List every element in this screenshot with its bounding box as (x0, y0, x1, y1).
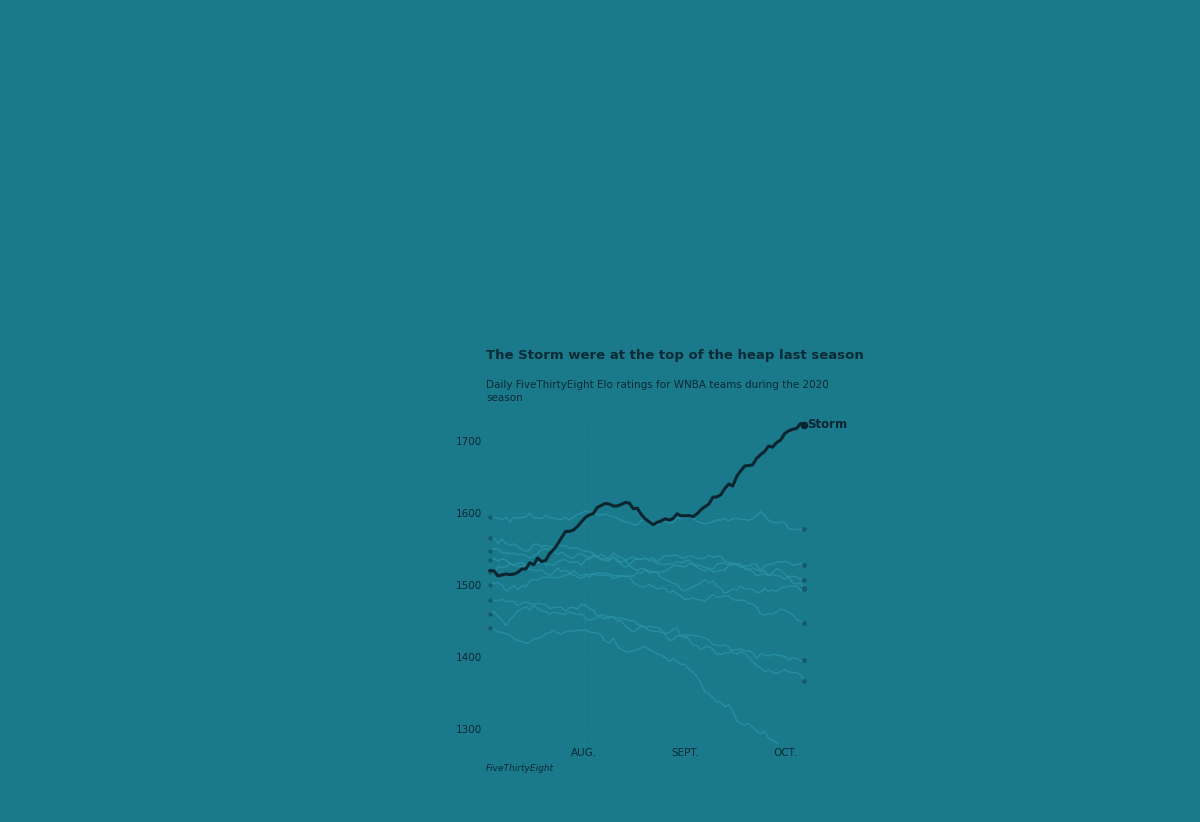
Point (480, 532, 499, 545)
Point (794, 759, 814, 772)
Point (794, 653, 814, 667)
Point (480, 607, 499, 621)
Point (480, 553, 499, 566)
Text: Storm: Storm (808, 418, 847, 432)
Point (480, 593, 499, 606)
Point (480, 510, 499, 524)
Point (794, 616, 814, 630)
Point (480, 579, 499, 592)
Point (794, 574, 814, 587)
Point (794, 581, 814, 594)
Text: FiveThirtyEight: FiveThirtyEight (486, 764, 554, 774)
Point (794, 523, 814, 536)
Point (480, 566, 499, 579)
Point (480, 622, 499, 635)
Point (794, 418, 814, 432)
Text: Daily FiveThirtyEight Elo ratings for WNBA teams during the 2020
season: Daily FiveThirtyEight Elo ratings for WN… (486, 380, 829, 403)
Point (794, 582, 814, 595)
Point (480, 544, 499, 557)
Point (794, 558, 814, 571)
Point (794, 674, 814, 687)
Text: The Storm were at the top of the heap last season: The Storm were at the top of the heap la… (486, 349, 864, 362)
